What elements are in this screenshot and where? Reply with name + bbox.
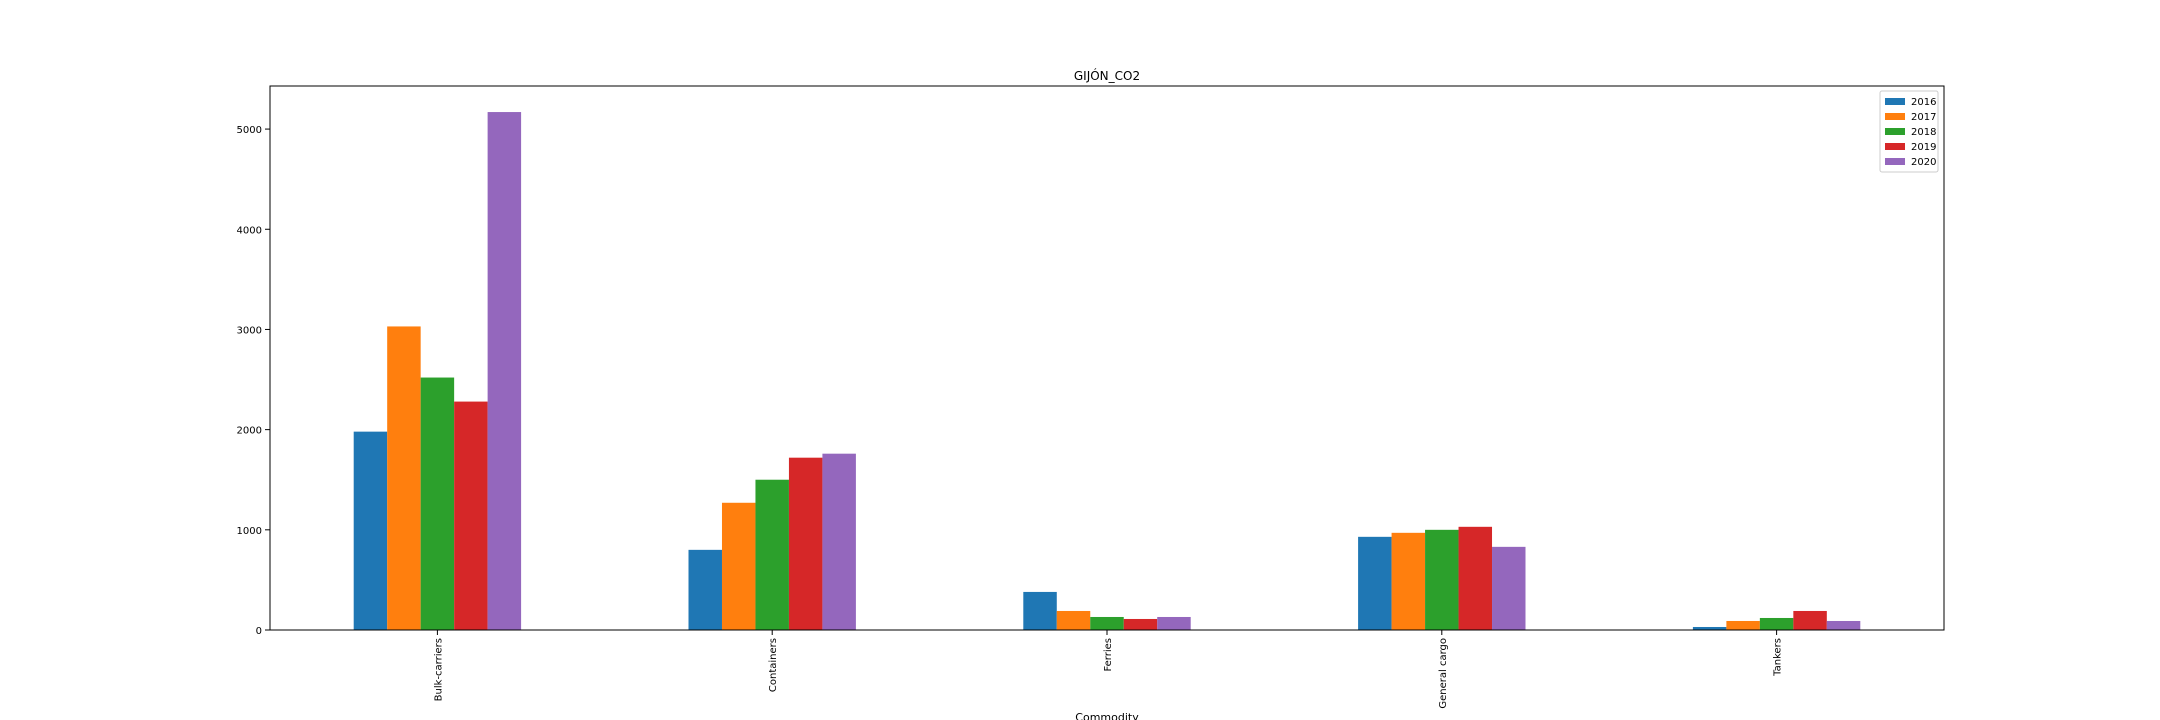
legend-label: 2019 <box>1911 142 1936 153</box>
legend-swatch <box>1885 158 1905 165</box>
legend-box <box>1879 90 1939 173</box>
bar-2018-bulk-carriers <box>420 377 455 630</box>
bar-2017-general-cargo <box>1391 532 1426 630</box>
bar-2016-general-cargo <box>1358 536 1392 630</box>
bar-2019-ferries <box>1123 618 1158 630</box>
y-tick-label: 0 <box>256 626 262 637</box>
legend-label: 2018 <box>1911 127 1936 138</box>
y-tick-label: 3000 <box>237 325 262 336</box>
bar-2020-tankers <box>1826 620 1861 630</box>
x-tick-label: Tankers <box>1773 638 1784 677</box>
bar-2019-tankers <box>1793 610 1827 630</box>
legend-swatch <box>1885 98 1905 105</box>
bar-2018-general-cargo <box>1425 529 1459 630</box>
bar-2016-tankers <box>1692 626 1727 630</box>
bar-2020-general-cargo <box>1492 546 1526 630</box>
bar-2017-tankers <box>1726 620 1760 630</box>
y-tick-label: 2000 <box>237 426 262 437</box>
plot-frame <box>269 85 1945 631</box>
x-axis: Bulk-carriers Containers Ferries General ca… <box>433 630 1784 709</box>
bar-2017-bulk-carriers <box>387 326 421 630</box>
bar-2020-ferries <box>1157 616 1191 630</box>
bar-2018-containers <box>755 479 789 630</box>
x-tick-label: Ferries <box>1103 638 1114 672</box>
legend-swatch <box>1885 128 1905 135</box>
x-axis-label: Commodity <box>1075 711 1139 720</box>
bar-2019-bulk-carriers <box>454 401 488 630</box>
bar-2016-ferries <box>1023 591 1057 630</box>
bar-2018-tankers <box>1759 617 1794 630</box>
legend: 2016 2017 2018 2019 2020 <box>1879 90 1939 173</box>
bar-2019-general-cargo <box>1458 526 1493 630</box>
chart-title: GIJÓN_CO2 <box>1074 68 1140 83</box>
legend-label: 2017 <box>1911 112 1936 123</box>
bar-2016-bulk-carriers <box>353 431 388 630</box>
bar-2020-bulk-carriers <box>487 112 522 631</box>
bar-2018-ferries <box>1090 616 1124 630</box>
legend-swatch <box>1885 113 1905 120</box>
y-tick-label: 4000 <box>237 225 262 236</box>
y-tick-label: 5000 <box>237 125 262 136</box>
legend-swatch <box>1885 143 1905 150</box>
x-tick-label: Containers <box>768 638 779 692</box>
bar-2019-containers <box>788 457 823 630</box>
x-tick-label: General cargo <box>1438 638 1449 709</box>
y-axis: 0 1000 2000 3000 4000 5000 <box>237 125 270 637</box>
bar-2017-containers <box>721 502 756 630</box>
bar-2020-containers <box>822 453 856 630</box>
bar-2016-containers <box>688 549 722 630</box>
bars-group <box>353 112 1861 631</box>
legend-label: 2020 <box>1911 157 1936 168</box>
y-tick-label: 1000 <box>237 526 262 537</box>
legend-label: 2016 <box>1911 97 1936 108</box>
x-tick-label: Bulk-carriers <box>433 638 444 701</box>
bar-2017-ferries <box>1056 610 1091 630</box>
